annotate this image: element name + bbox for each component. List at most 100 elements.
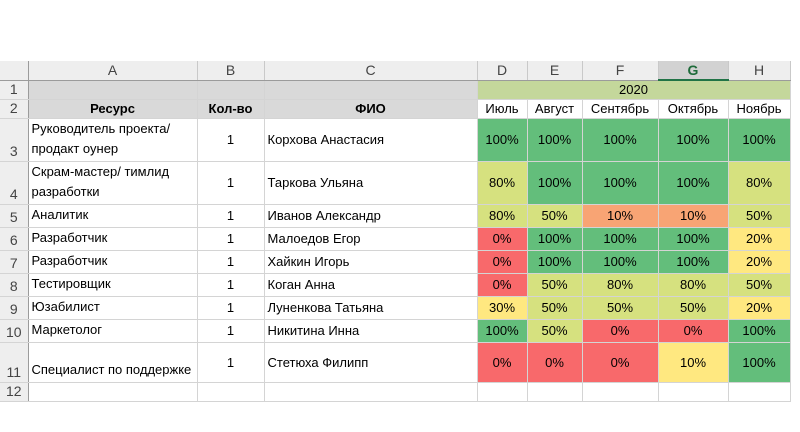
column-header-b[interactable]: B: [197, 61, 265, 81]
resource-cell[interactable]: Аналитик: [28, 204, 198, 228]
allocation-cell[interactable]: 100%: [658, 227, 729, 251]
row-header[interactable]: 4: [0, 161, 29, 205]
allocation-cell[interactable]: 100%: [582, 161, 659, 205]
allocation-cell[interactable]: 50%: [527, 319, 583, 343]
allocation-cell[interactable]: 50%: [582, 296, 659, 320]
column-header-f[interactable]: F: [582, 61, 659, 81]
month-header-cell[interactable]: Ноябрь: [728, 99, 791, 119]
month-header-cell[interactable]: Октябрь: [658, 99, 729, 119]
allocation-cell[interactable]: 100%: [527, 161, 583, 205]
row-header[interactable]: 5: [0, 204, 29, 228]
allocation-cell[interactable]: 100%: [658, 250, 729, 274]
row-header[interactable]: 9: [0, 296, 29, 320]
row-header[interactable]: 6: [0, 227, 29, 251]
resource-cell[interactable]: Маркетолог: [28, 319, 198, 343]
allocation-cell[interactable]: 80%: [658, 273, 729, 297]
resource-cell[interactable]: Разработчик: [28, 227, 198, 251]
qty-cell[interactable]: 1: [197, 273, 265, 297]
allocation-cell[interactable]: 100%: [728, 118, 791, 162]
row-header[interactable]: 11: [0, 342, 29, 383]
empty-cell[interactable]: [582, 382, 659, 402]
allocation-cell[interactable]: 50%: [527, 273, 583, 297]
year-header-cell[interactable]: 2020: [477, 80, 791, 100]
fio-cell[interactable]: Луненкова Татьяна: [264, 296, 478, 320]
qty-cell[interactable]: 1: [197, 161, 265, 205]
fio-header-cell[interactable]: ФИО: [264, 99, 478, 119]
cell-b1[interactable]: [197, 80, 265, 100]
column-header-a[interactable]: A: [28, 61, 198, 81]
qty-cell[interactable]: 1: [197, 227, 265, 251]
row-header[interactable]: 3: [0, 118, 29, 162]
allocation-cell[interactable]: 0%: [477, 273, 528, 297]
fio-cell[interactable]: Иванов Александр: [264, 204, 478, 228]
allocation-cell[interactable]: 100%: [728, 319, 791, 343]
allocation-cell[interactable]: 100%: [477, 118, 528, 162]
allocation-cell[interactable]: 20%: [728, 227, 791, 251]
row-header[interactable]: 7: [0, 250, 29, 274]
allocation-cell[interactable]: 100%: [658, 161, 729, 205]
allocation-cell[interactable]: 0%: [582, 342, 659, 383]
allocation-cell[interactable]: 80%: [582, 273, 659, 297]
qty-cell[interactable]: 1: [197, 342, 265, 383]
resource-cell[interactable]: Руководитель проекта/ продакт оунер: [28, 118, 198, 162]
fio-cell[interactable]: Таркова Ульяна: [264, 161, 478, 205]
empty-cell[interactable]: [477, 382, 528, 402]
cell-c1[interactable]: [264, 80, 478, 100]
column-header-h[interactable]: H: [728, 61, 791, 81]
empty-cell[interactable]: [728, 382, 791, 402]
allocation-cell[interactable]: 50%: [658, 296, 729, 320]
allocation-cell[interactable]: 80%: [477, 204, 528, 228]
allocation-cell[interactable]: 100%: [658, 118, 729, 162]
allocation-cell[interactable]: 10%: [582, 204, 659, 228]
month-header-cell[interactable]: Июль: [477, 99, 528, 119]
allocation-cell[interactable]: 50%: [728, 273, 791, 297]
allocation-cell[interactable]: 100%: [527, 227, 583, 251]
empty-cell[interactable]: [658, 382, 729, 402]
qty-cell[interactable]: 1: [197, 204, 265, 228]
allocation-cell[interactable]: 100%: [728, 342, 791, 383]
column-header-g[interactable]: G: [658, 61, 729, 81]
allocation-cell[interactable]: 0%: [477, 250, 528, 274]
empty-cell[interactable]: [28, 382, 198, 402]
allocation-cell[interactable]: 50%: [527, 296, 583, 320]
month-header-cell[interactable]: Сентябрь: [582, 99, 659, 119]
fio-cell[interactable]: Стетюха Филипп: [264, 342, 478, 383]
allocation-cell[interactable]: 0%: [477, 342, 528, 383]
resource-header-cell[interactable]: Ресурс: [28, 99, 198, 119]
qty-header-cell[interactable]: Кол-во: [197, 99, 265, 119]
allocation-cell[interactable]: 80%: [477, 161, 528, 205]
allocation-cell[interactable]: 10%: [658, 204, 729, 228]
row-header-1[interactable]: 1: [0, 80, 29, 100]
resource-cell[interactable]: Тестировщик: [28, 273, 198, 297]
allocation-cell[interactable]: 20%: [728, 250, 791, 274]
row-header[interactable]: 8: [0, 273, 29, 297]
allocation-cell[interactable]: 100%: [527, 250, 583, 274]
allocation-cell[interactable]: 0%: [658, 319, 729, 343]
allocation-cell[interactable]: 0%: [527, 342, 583, 383]
month-header-cell[interactable]: Август: [527, 99, 583, 119]
allocation-cell[interactable]: 100%: [477, 319, 528, 343]
qty-cell[interactable]: 1: [197, 250, 265, 274]
allocation-cell[interactable]: 10%: [658, 342, 729, 383]
allocation-cell[interactable]: 50%: [527, 204, 583, 228]
row-header[interactable]: 10: [0, 319, 29, 343]
empty-cell[interactable]: [264, 382, 478, 402]
row-header-2[interactable]: 2: [0, 99, 29, 119]
empty-cell[interactable]: [197, 382, 265, 402]
resource-cell[interactable]: Разработчик: [28, 250, 198, 274]
allocation-cell[interactable]: 20%: [728, 296, 791, 320]
fio-cell[interactable]: Малоедов Егор: [264, 227, 478, 251]
allocation-cell[interactable]: 100%: [582, 250, 659, 274]
column-header-e[interactable]: E: [527, 61, 583, 81]
allocation-cell[interactable]: 100%: [582, 118, 659, 162]
fio-cell[interactable]: Коган Анна: [264, 273, 478, 297]
allocation-cell[interactable]: 0%: [477, 227, 528, 251]
column-header-d[interactable]: D: [477, 61, 528, 81]
allocation-cell[interactable]: 80%: [728, 161, 791, 205]
qty-cell[interactable]: 1: [197, 296, 265, 320]
resource-cell[interactable]: Юзабилист: [28, 296, 198, 320]
qty-cell[interactable]: 1: [197, 118, 265, 162]
empty-cell[interactable]: [527, 382, 583, 402]
resource-cell[interactable]: Специалист по поддержке: [28, 342, 198, 383]
allocation-cell[interactable]: 0%: [582, 319, 659, 343]
